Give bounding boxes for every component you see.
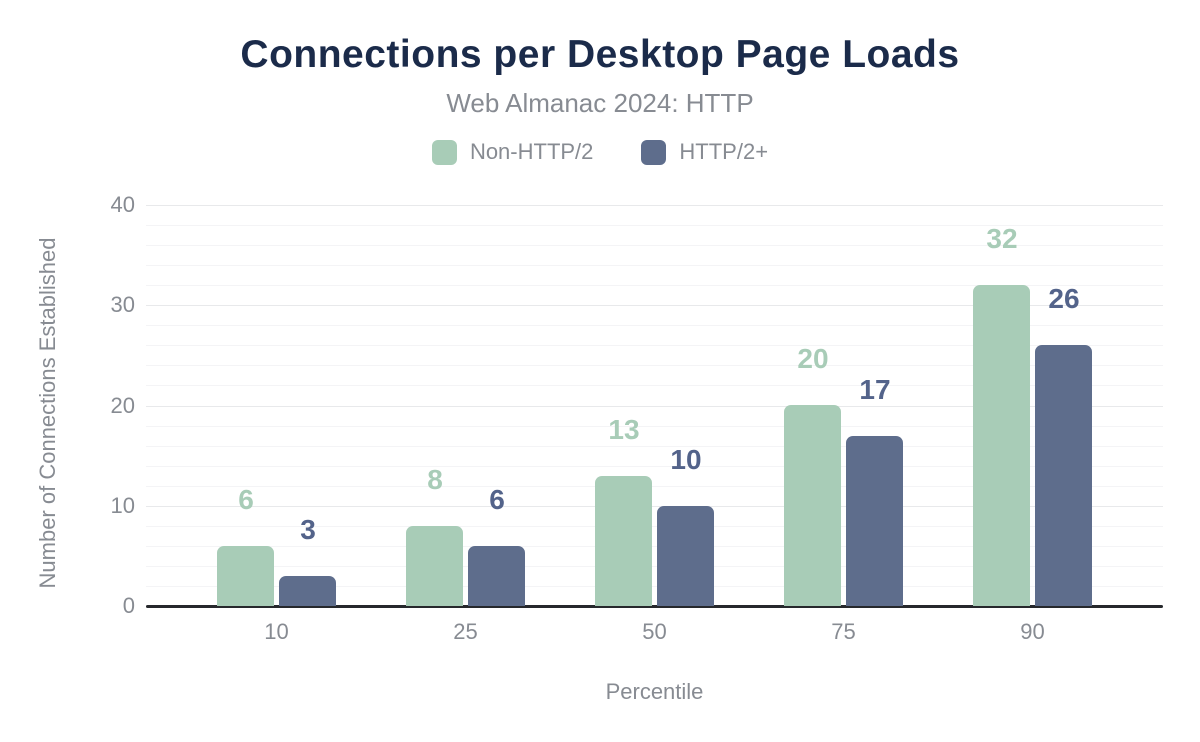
chart-title: Connections per Desktop Page Loads: [240, 33, 960, 76]
grid-line-minor: [146, 586, 1163, 587]
bar-non-http-2: [406, 526, 463, 606]
bar-value-label: 26: [1048, 283, 1080, 314]
legend-item-non-http2: Non-HTTP/2: [431, 139, 594, 165]
x-axis-title: Percentile: [605, 679, 704, 704]
grid-line-minor: [146, 426, 1163, 427]
legend-swatch-non-http2-icon: [431, 139, 457, 165]
bar-non-http-2: [784, 405, 841, 606]
x-tick-label: 50: [642, 619, 667, 644]
grid-line-major: [146, 305, 1163, 306]
bar-value-label: 8: [427, 464, 443, 495]
grid-line-minor: [146, 526, 1163, 527]
grid-line-major: [146, 205, 1163, 206]
grid-line-minor: [146, 225, 1163, 226]
y-tick-label: 30: [110, 292, 135, 317]
grid-line-minor: [146, 466, 1163, 467]
y-tick-label: 10: [110, 493, 135, 518]
grid-line-minor: [146, 546, 1163, 547]
grid-line-minor: [146, 365, 1163, 366]
legend-item-http2plus: HTTP/2+: [641, 139, 768, 165]
bar-value-label: 32: [986, 223, 1018, 254]
bar-value-label: 6: [238, 484, 254, 515]
bar-http-2-: [1035, 345, 1092, 606]
bar-non-http-2: [217, 546, 274, 606]
bar-non-http-2: [973, 285, 1030, 606]
legend-label-http2plus: HTTP/2+: [679, 139, 769, 164]
grid-line-major: [146, 506, 1163, 507]
chart-subtitle: Web Almanac 2024: HTTP: [446, 88, 754, 118]
grid-line-minor: [146, 446, 1163, 447]
x-tick-label: 75: [831, 619, 856, 644]
bar-value-label: 20: [797, 343, 829, 374]
legend: Non-HTTP/2 HTTP/2+: [0, 139, 1200, 165]
bar-non-http-2: [595, 476, 652, 606]
bar-value-label: 6: [489, 484, 505, 515]
legend-label-non-http2: Non-HTTP/2: [469, 139, 594, 164]
x-tick-label: 90: [1020, 619, 1045, 644]
bar-value-label: 13: [608, 414, 640, 445]
x-tick-label: 25: [453, 619, 478, 644]
legend-swatch-http2plus-icon: [641, 139, 667, 165]
grid-line-minor: [146, 385, 1163, 386]
bar-http-2-: [279, 576, 336, 606]
bar-value-label: 3: [300, 514, 316, 545]
grid-line-major: [146, 406, 1163, 407]
x-axis-line: [146, 605, 1163, 608]
grid-line-minor: [146, 345, 1163, 346]
bar-http-2-: [468, 546, 525, 606]
grid-line-minor: [146, 486, 1163, 487]
y-tick-label: 0: [122, 593, 135, 618]
y-tick-label: 20: [110, 393, 135, 418]
grid-line-minor: [146, 566, 1163, 567]
bar-http-2-: [657, 506, 714, 606]
bar-value-label: 17: [859, 374, 891, 405]
grid-line-minor: [146, 325, 1163, 326]
x-tick-label: 10: [264, 619, 289, 644]
grid-line-minor: [146, 285, 1163, 286]
y-tick-label: 40: [110, 192, 135, 217]
bar-http-2-: [846, 436, 903, 606]
grid-line-minor: [146, 245, 1163, 246]
bar-value-label: 10: [670, 444, 702, 475]
grid-line-minor: [146, 265, 1163, 266]
